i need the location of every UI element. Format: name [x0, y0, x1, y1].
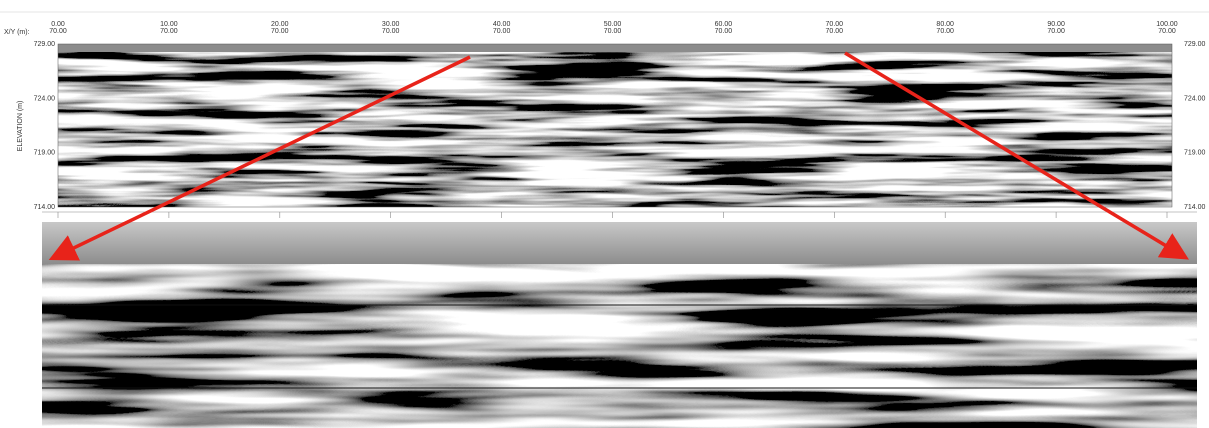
x-tick-label: 70.00 — [826, 21, 844, 28]
radargram-image — [58, 52, 1172, 207]
x-tick-label: 70.00 — [936, 28, 954, 35]
x-tick-label: 0.00 — [51, 21, 65, 28]
x-tick-label: 70.00 — [1158, 28, 1176, 35]
x-axis-label: X/Y (m): — [4, 29, 30, 36]
y-tick-label: 719.00 — [1184, 150, 1206, 157]
zoom-image — [42, 264, 1197, 428]
x-tick-label: 90.00 — [1047, 21, 1065, 28]
x-tick-label: 70.00 — [271, 28, 289, 35]
air-band — [58, 44, 1172, 52]
y-tick-label: 724.00 — [1184, 95, 1206, 102]
x-tick-label: 20.00 — [271, 21, 289, 28]
x-tick-label: 60.00 — [715, 21, 733, 28]
y-tick-label: 729.00 — [1184, 41, 1206, 48]
x-tick-label: 70.00 — [826, 28, 844, 35]
x-tick-label: 70.00 — [715, 28, 733, 35]
x-tick-label: 70.00 — [49, 28, 67, 35]
y-tick-label: 724.00 — [34, 95, 56, 102]
x-tick-label: 80.00 — [936, 21, 954, 28]
x-tick-label: 70.00 — [493, 28, 511, 35]
x-tick-label: 70.00 — [160, 28, 178, 35]
y-tick-label: 714.00 — [34, 204, 56, 211]
x-tick-label: 50.00 — [604, 21, 622, 28]
x-tick-label: 100.00 — [1156, 21, 1178, 28]
zoom-air — [42, 222, 1197, 266]
y-tick-label: 714.00 — [1184, 204, 1206, 211]
x-tick-label: 30.00 — [382, 21, 400, 28]
y-tick-label: 719.00 — [34, 150, 56, 157]
x-tick-label: 70.00 — [604, 28, 622, 35]
x-tick-label: 70.00 — [382, 28, 400, 35]
x-tick-label: 40.00 — [493, 21, 511, 28]
y-tick-label: 729.00 — [34, 41, 56, 48]
radargram-figure: X/Y (m): ELEVATION (m) 0.0070.0010.0070.… — [0, 0, 1209, 428]
x-tick-label: 10.00 — [160, 21, 178, 28]
x-tick-label: 70.00 — [1047, 28, 1065, 35]
y-axis-label: ELEVATION (m) — [17, 101, 24, 152]
